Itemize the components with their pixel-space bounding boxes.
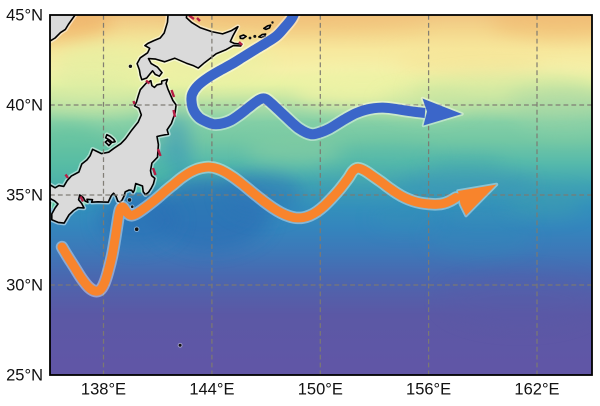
svg-text:40°N: 40°N — [6, 97, 43, 115]
svg-text:162°E: 162°E — [514, 381, 559, 399]
svg-text:138°E: 138°E — [81, 381, 126, 399]
svg-text:25°N: 25°N — [6, 367, 43, 385]
svg-text:35°N: 35°N — [6, 187, 43, 205]
svg-text:30°N: 30°N — [6, 277, 43, 295]
svg-text:45°N: 45°N — [6, 7, 43, 25]
svg-text:150°E: 150°E — [298, 381, 343, 399]
svg-text:156°E: 156°E — [406, 381, 451, 399]
svg-text:144°E: 144°E — [189, 381, 234, 399]
